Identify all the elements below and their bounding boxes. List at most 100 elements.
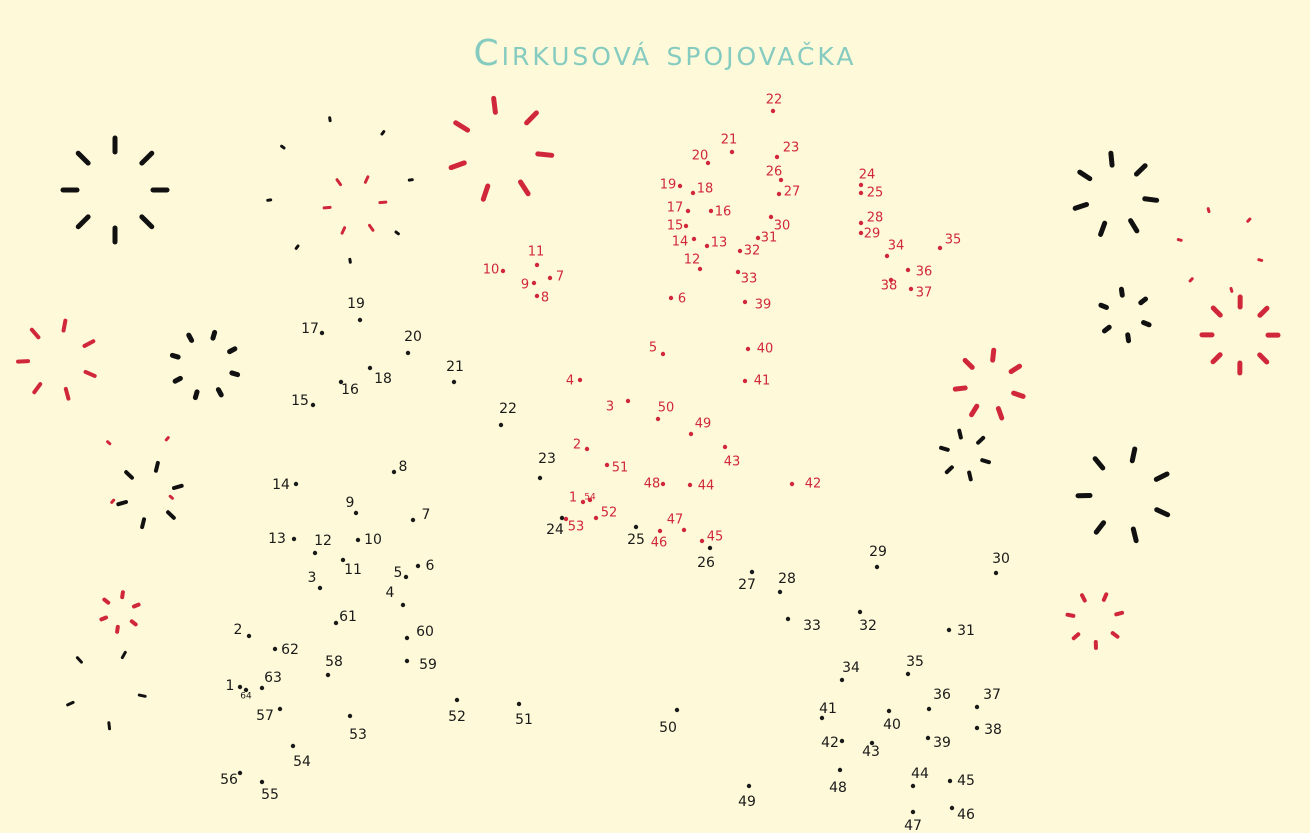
dot-label: 43: [724, 455, 741, 470]
dot-label: 20: [404, 329, 422, 345]
dot: [656, 417, 660, 421]
dot-label: 60: [416, 624, 434, 640]
firework-stroke: [175, 378, 180, 381]
dot-label: 41: [819, 701, 837, 717]
dot: [911, 784, 915, 788]
dot-label: 3: [308, 570, 317, 586]
dot-label: 16: [715, 205, 732, 220]
dot-label: 43: [862, 744, 880, 760]
dot-label: 58: [325, 654, 343, 670]
dot: [736, 270, 740, 274]
dot-label: 31: [957, 623, 975, 639]
dot-label: 42: [805, 477, 822, 492]
firework-stroke: [382, 132, 384, 134]
firework-stroke: [998, 409, 1001, 418]
worksheet: Cirkusová spojovačka 1234567891011121314…: [0, 0, 1310, 833]
dot-label: 34: [888, 239, 905, 254]
dot: [786, 617, 790, 621]
dot-label: 29: [864, 227, 881, 242]
dot: [688, 483, 692, 487]
dot: [532, 281, 536, 285]
dot-label: 9: [346, 495, 355, 511]
dot-label: 31: [761, 231, 778, 246]
firework-stroke: [101, 618, 106, 620]
firework-stroke: [174, 486, 182, 488]
firework-stroke: [109, 723, 110, 729]
firework-stroke: [1082, 595, 1085, 600]
firework-stroke: [213, 332, 215, 338]
firework-stroke: [1178, 240, 1181, 241]
dot: [634, 525, 638, 529]
dot-label: 7: [422, 507, 431, 523]
dot: [560, 516, 564, 520]
firework-stroke: [1014, 393, 1023, 396]
dot: [548, 276, 552, 280]
dot-label: 34: [842, 660, 860, 676]
dot: [705, 244, 709, 248]
firework-stroke: [117, 627, 118, 632]
dot-label: 15: [291, 393, 309, 409]
dot: [411, 518, 415, 522]
dot-label: 16: [341, 382, 359, 398]
dot-label: 2: [573, 438, 581, 453]
dot-label: 28: [778, 571, 796, 587]
dot-label: 24: [859, 168, 876, 183]
dot-label: 26: [766, 165, 783, 180]
dot: [686, 209, 690, 213]
firework-stroke: [104, 600, 108, 603]
dot: [723, 445, 727, 449]
dot-label: 18: [374, 371, 392, 387]
dot: [354, 511, 358, 515]
firework-stroke: [134, 605, 139, 607]
dot: [975, 705, 979, 709]
dot-label: 37: [983, 687, 1001, 703]
firework-stroke: [230, 349, 235, 352]
dot-label: 7: [556, 270, 564, 285]
dot-label: 12: [684, 253, 701, 268]
dot: [368, 366, 372, 370]
dot: [994, 571, 998, 575]
dot: [535, 294, 539, 298]
dot: [260, 686, 264, 690]
dot-label: 39: [933, 735, 951, 751]
dot-label: 3: [606, 400, 614, 415]
dot-label: 2: [234, 622, 243, 638]
dot: [682, 528, 686, 532]
dot: [947, 628, 951, 632]
dot: [535, 263, 539, 267]
dot: [292, 537, 296, 541]
dot-label: 35: [945, 233, 962, 248]
dot-label: 55: [261, 787, 279, 803]
dot-label: 39: [755, 298, 772, 313]
dot-label: 46: [957, 807, 975, 823]
dot: [358, 318, 362, 322]
firework-stroke: [64, 321, 66, 331]
dot: [594, 516, 598, 520]
background: [0, 0, 1310, 833]
dot-label: 22: [766, 93, 783, 108]
dot-label: 5: [394, 565, 403, 581]
dot-label: 6: [678, 292, 686, 307]
firework-stroke: [969, 473, 971, 480]
firework-stroke: [112, 500, 114, 502]
dot-label: 44: [911, 766, 929, 782]
dot: [747, 784, 751, 788]
dot: [416, 564, 420, 568]
dot: [743, 300, 747, 304]
dot: [405, 636, 409, 640]
firework-stroke: [156, 463, 158, 471]
dot-label: 13: [711, 236, 728, 251]
dot: [838, 768, 842, 772]
dot: [326, 673, 330, 677]
dot: [859, 183, 863, 187]
dot-label: 4: [386, 585, 395, 601]
dot-label: 15: [667, 219, 684, 234]
dot-label: 52: [601, 506, 618, 521]
dot: [885, 254, 889, 258]
firework-stroke: [232, 373, 238, 375]
dot: [626, 399, 630, 403]
firework-stroke: [1104, 594, 1106, 599]
dot: [273, 647, 277, 651]
dot-label: 32: [859, 618, 877, 634]
dot-label: 44: [698, 479, 715, 494]
